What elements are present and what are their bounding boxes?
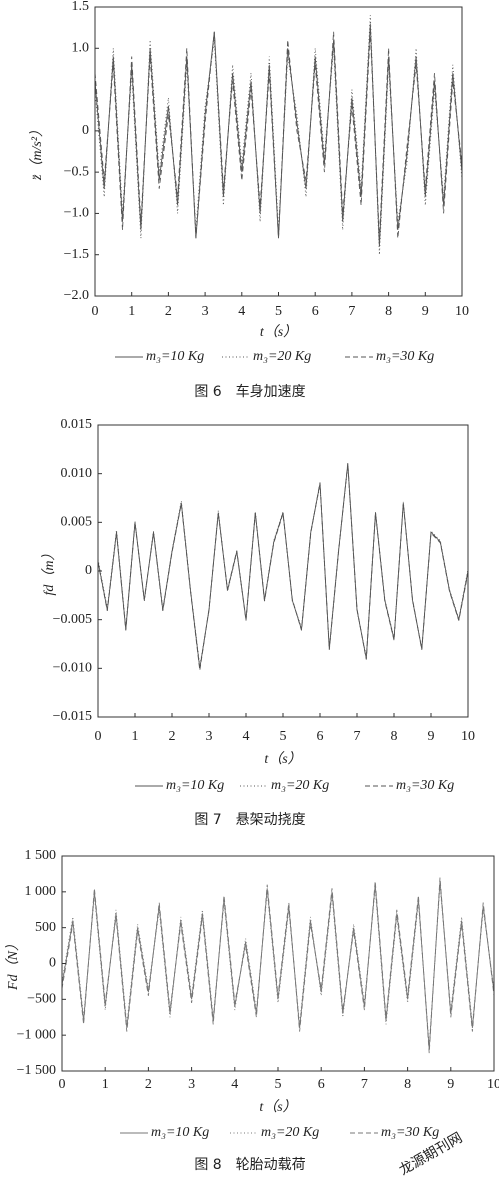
x-tick-label: 3 [188, 1077, 195, 1092]
x-tick-label: 2 [169, 729, 176, 744]
x-tick-label: 9 [428, 729, 435, 744]
y-axis-label: fd（m） [41, 547, 57, 596]
y-tick-label: 0.015 [61, 417, 93, 432]
x-tick-label: 8 [404, 1077, 411, 1092]
plot-frame [61, 855, 495, 1072]
plot-frame [97, 424, 469, 718]
figure-caption: 图 6 车身加速度 [194, 383, 305, 400]
x-tick-label: 7 [361, 1077, 368, 1092]
x-tick-label: 7 [348, 304, 355, 319]
x-axis-label: t（s） [260, 324, 297, 340]
x-tick-label: 4 [231, 1077, 238, 1092]
y-tick-label: −2.0 [64, 288, 89, 303]
x-tick-label: 6 [317, 729, 324, 744]
x-tick-label: 10 [487, 1077, 499, 1092]
y-tick-label: 0 [82, 123, 89, 138]
legend-label: m₃=30 Kg [396, 778, 454, 793]
y-tick-label: −500 [27, 992, 56, 1007]
x-tick-label: 5 [275, 304, 282, 319]
x-tick-label: 0 [59, 1077, 66, 1092]
y-tick-label: −1.5 [64, 247, 89, 262]
y-tick-label: 0 [49, 956, 56, 971]
y-tick-label: −1 000 [17, 1027, 56, 1042]
x-tick-label: 1 [132, 729, 139, 744]
x-tick-label: 3 [206, 729, 213, 744]
x-tick-label: 8 [385, 304, 392, 319]
figure-caption: 图 7 悬架动挠度 [194, 812, 305, 828]
x-tick-label: 3 [202, 304, 209, 319]
x-tick-label: 0 [92, 304, 99, 319]
y-tick-label: −0.005 [53, 612, 92, 627]
x-tick-label: 10 [461, 729, 475, 744]
y-tick-label: 500 [35, 920, 56, 935]
x-tick-label: 2 [145, 1077, 152, 1092]
data-line [97, 465, 469, 667]
figure-caption: 图 8 轮胎动载荷 [194, 1157, 305, 1173]
y-axis-label: z̈（m/s²） [29, 123, 45, 181]
data-line [94, 31, 463, 239]
data-line [97, 463, 469, 669]
x-tick-label: 6 [318, 1077, 325, 1092]
x-tick-label: 5 [280, 729, 287, 744]
x-axis-label: t（s） [264, 751, 301, 767]
y-tick-label: 1.0 [72, 41, 90, 56]
y-tick-label: 1 000 [25, 884, 57, 899]
x-tick-label: 9 [447, 1077, 454, 1092]
y-tick-label: 1 500 [25, 848, 57, 863]
data-line [94, 23, 463, 247]
y-tick-label: −0.5 [64, 164, 89, 179]
x-tick-label: 1 [102, 1077, 109, 1092]
legend-label: m₃=10 Kg [146, 349, 204, 364]
x-tick-label: 10 [455, 304, 469, 319]
y-tick-label: 1.5 [72, 0, 90, 14]
legend-label: m₃=20 Kg [271, 778, 329, 793]
y-tick-label: −1 500 [17, 1063, 56, 1078]
legend-label: m₃=20 Kg [261, 1125, 319, 1140]
y-tick-label: 0.005 [61, 515, 93, 530]
x-tick-label: 2 [165, 304, 172, 319]
x-tick-label: 0 [95, 729, 102, 744]
x-tick-label: 1 [128, 304, 135, 319]
legend-label: m₃=30 Kg [376, 349, 434, 364]
legend-label: m₃=30 Kg [381, 1125, 439, 1140]
legend-label: m₃=20 Kg [253, 349, 311, 364]
x-tick-label: 8 [391, 729, 398, 744]
y-tick-label: −1.0 [64, 206, 89, 221]
x-tick-label: 5 [275, 1077, 282, 1092]
x-tick-label: 9 [422, 304, 429, 319]
legend-label: m₃=10 Kg [166, 778, 224, 793]
x-tick-label: 4 [243, 729, 250, 744]
data-line [61, 877, 495, 1054]
x-axis-label: t（s） [259, 1099, 296, 1115]
data-line [61, 884, 495, 1046]
y-tick-label: −0.010 [53, 661, 92, 676]
x-tick-label: 7 [354, 729, 361, 744]
y-tick-label: −0.015 [53, 709, 92, 724]
y-tick-label: 0.010 [61, 466, 93, 481]
y-tick-label: 0 [85, 563, 92, 578]
legend-label: m₃=10 Kg [151, 1125, 209, 1140]
x-tick-label: 4 [238, 304, 245, 319]
x-tick-label: 6 [312, 304, 319, 319]
data-line [97, 462, 469, 671]
y-axis-label: Fd（N） [5, 937, 21, 991]
